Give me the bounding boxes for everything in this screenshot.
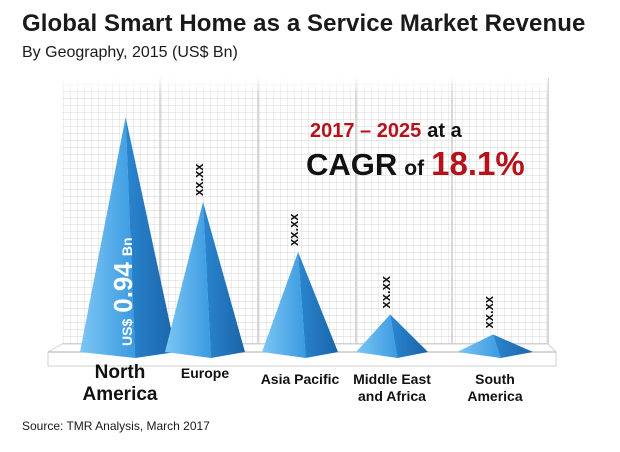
cagr-word: CAGR <box>306 147 397 182</box>
category-label: America <box>83 384 158 405</box>
category-label: Asia Pacific <box>261 371 340 387</box>
value-unit-suffix: Bn <box>119 237 135 256</box>
value-number: 0.94 <box>108 262 138 313</box>
cagr-period-text: 2017 – 2025 at a <box>310 120 463 142</box>
category-label: America <box>467 388 522 404</box>
pyramid-face-right <box>298 252 338 358</box>
category-label: South <box>475 371 515 387</box>
cagr-period: 2017 – 2025 <box>310 120 421 142</box>
label-layer: US$0.94Bnxx.xxxx.xxxx.xxxx.xxNorthAmeric… <box>83 163 523 405</box>
category-label: Europe <box>181 365 229 381</box>
background-grid <box>47 78 557 367</box>
pyramid-face-left <box>262 252 306 358</box>
chart-subtitle: By Geography, 2015 (US$ Bn) <box>22 44 238 61</box>
pyramid-face-left <box>457 334 501 358</box>
pyramid-face-left <box>80 117 136 358</box>
pyramid-face-right <box>203 202 245 358</box>
pyramid-bar <box>80 117 176 358</box>
pyramid-face-right <box>125 117 176 358</box>
value-label-north-america: US$ 0.94 Bn <box>108 237 138 346</box>
cagr-at-a: at a <box>427 120 462 142</box>
value-label: xx.xx <box>191 163 206 196</box>
category-label: North <box>95 362 146 383</box>
category-label: and Africa <box>358 388 426 404</box>
pyramid-face-left <box>165 202 211 358</box>
cagr-annotation: 2017 – 2025 at a CAGR of 18.1% <box>306 120 525 182</box>
pyramid-bar <box>457 334 533 358</box>
value-label: xx.xx <box>286 213 301 246</box>
pyramid-bar <box>356 314 428 358</box>
pyramid-face-left <box>356 314 398 358</box>
value-label: xx.xx <box>378 275 393 308</box>
pyramid-bar <box>165 202 245 358</box>
source-note: Source: TMR Analysis, March 2017 <box>22 419 210 433</box>
pyramid-face-right <box>390 314 428 358</box>
pyramid-series <box>80 117 533 358</box>
value-label: xx.xx <box>481 295 496 328</box>
category-label: Middle East <box>353 371 431 387</box>
pyramid-face-right <box>493 334 533 358</box>
grid-fade <box>62 78 548 148</box>
cagr-of: of <box>404 157 425 180</box>
cagr-main-text: CAGR of 18.1% <box>306 145 525 182</box>
chart-title: Global Smart Home as a Service Market Re… <box>22 10 586 37</box>
cagr-value: 18.1% <box>431 145 525 182</box>
value-unit-prefix: US$ <box>119 319 135 346</box>
pyramid-bar <box>262 252 338 358</box>
